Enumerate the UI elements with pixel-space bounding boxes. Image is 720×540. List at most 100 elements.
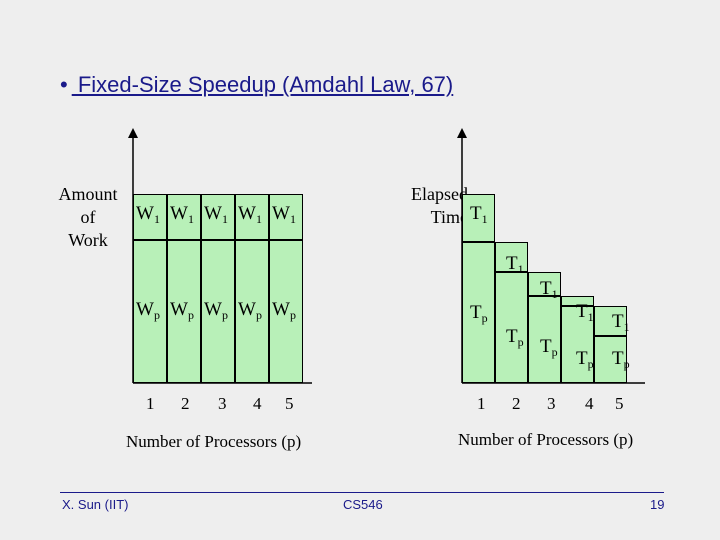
left-bar-bottom-label-subscript: p <box>255 308 262 322</box>
right-bar-top-label-letter: T <box>612 311 624 332</box>
right-y-axis-arrow-icon <box>457 128 467 138</box>
left-bar-bottom-segment <box>167 240 201 383</box>
footer-divider <box>60 492 664 493</box>
right-ylabel: Elapsed Time <box>380 183 468 229</box>
left-bar-bottom-label: Wp <box>170 299 194 323</box>
right-bar-top-label-subscript: 1 <box>623 320 630 334</box>
left-tick-label: 4 <box>253 394 262 413</box>
left-bar-top-label: W1 <box>238 203 262 227</box>
left-bar-top-label-subscript: 1 <box>255 212 262 226</box>
slide-title: • Fixed-Size Speedup (Amdahl Law, 67) <box>60 72 453 98</box>
left-bar-top-label: W1 <box>170 203 194 227</box>
left-bar-top-label: W1 <box>204 203 228 227</box>
right-tick-label: 2 <box>512 394 521 413</box>
left-tick-label: 3 <box>218 394 227 413</box>
right-bar-top-segment <box>561 296 594 306</box>
left-bar-bottom-label: Wp <box>238 299 262 323</box>
right-tick-label: 1 <box>477 394 486 413</box>
left-y-axis-arrow-icon <box>128 128 138 138</box>
left-bar-top-label: W1 <box>272 203 296 227</box>
left-bar-bottom-segment <box>269 240 303 383</box>
right-bar-top-label: T1 <box>540 278 558 302</box>
left-bar-top-segment <box>269 194 303 240</box>
right-tick-label: 4 <box>585 394 594 413</box>
left-bar-bottom-label-subscript: p <box>153 308 160 322</box>
left-bar-top-label-subscript: 1 <box>153 212 160 226</box>
footer-author: X. Sun (IIT) <box>62 497 129 512</box>
right-bar-bottom-label: Tp <box>576 348 594 372</box>
right-bar-bottom-segment <box>594 336 627 383</box>
left-bar-bottom-label-letter: W <box>204 299 222 320</box>
left-bar-bottom-label-letter: W <box>238 299 256 320</box>
right-bar-bottom-label: Tp <box>506 326 524 350</box>
right-bar-top-label-subscript: 1 <box>517 262 524 276</box>
right-bar-top-label-letter: T <box>540 278 552 299</box>
left-bar-bottom-label-subscript: p <box>221 308 228 322</box>
left-bar-top-label-subscript: 1 <box>221 212 228 226</box>
right-bar-bottom-label-subscript: p <box>481 311 488 325</box>
right-bar-bottom-label-letter: T <box>612 348 624 369</box>
right-bar-bottom-label-subscript: p <box>623 357 630 371</box>
right-bar-bottom-label-letter: T <box>576 348 588 369</box>
left-bar-top-label: W1 <box>136 203 160 227</box>
right-ylabel-line: Elapsed <box>411 184 468 204</box>
right-bar-top-label: T1 <box>506 253 524 277</box>
right-bar-top-label: T1 <box>612 311 630 335</box>
left-ylabel-line: Work <box>68 230 108 250</box>
left-ylabel-line: Amount <box>58 184 118 204</box>
right-bar-top-label-letter: T <box>576 301 588 322</box>
left-ylabel-line: of <box>80 207 96 227</box>
right-bar-top-label-subscript: 1 <box>481 212 488 226</box>
left-bar-top-label-subscript: 1 <box>289 212 296 226</box>
left-bar-bottom-label: Wp <box>136 299 160 323</box>
right-bar-bottom-label: Tp <box>612 348 630 372</box>
left-bar-top-segment <box>133 194 167 240</box>
right-bar-bottom-label-subscript: p <box>517 335 524 349</box>
left-tick-label: 2 <box>181 394 190 413</box>
left-bar-bottom-label-subscript: p <box>187 308 194 322</box>
left-bar-top-segment <box>201 194 235 240</box>
right-bar-top-segment <box>495 242 528 272</box>
right-bar-bottom-label-letter: T <box>470 302 482 323</box>
left-tick-label: 5 <box>285 394 294 413</box>
footer-course: CS546 <box>343 497 383 512</box>
left-bar-top-label-letter: W <box>238 203 256 224</box>
left-bar-top-label-letter: W <box>204 203 222 224</box>
right-ylabel-line: Time <box>430 207 468 227</box>
right-bar-top-label: T1 <box>470 203 488 227</box>
right-bar-top-label-letter: T <box>506 253 518 274</box>
left-ylabel: Amount of Work <box>52 183 124 252</box>
right-bar-top-segment <box>528 272 561 296</box>
left-bar-top-label-letter: W <box>136 203 154 224</box>
left-bar-bottom-segment <box>235 240 269 383</box>
left-bar-bottom-segment <box>201 240 235 383</box>
left-bar-bottom-label: Wp <box>204 299 228 323</box>
right-bar-top-label-subscript: 1 <box>587 310 594 324</box>
right-bar-bottom-label-subscript: p <box>551 345 558 359</box>
slide-title-text: Fixed-Size Speedup (Amdahl Law, 67) <box>71 72 454 97</box>
left-bar-top-label-subscript: 1 <box>187 212 194 226</box>
left-bar-bottom-label-letter: W <box>272 299 290 320</box>
left-bar-top-segment <box>167 194 201 240</box>
right-bar-bottom-segment <box>561 306 594 383</box>
right-bar-top-label: T1 <box>576 301 594 325</box>
right-bar-bottom-label: Tp <box>470 302 488 326</box>
left-bar-bottom-label-subscript: p <box>289 308 296 322</box>
left-bar-top-segment <box>235 194 269 240</box>
right-bar-top-label-subscript: 1 <box>551 287 558 301</box>
right-bar-bottom-segment <box>495 272 528 383</box>
left-tick-label: 1 <box>146 394 155 413</box>
right-bar-bottom-label-letter: T <box>540 336 552 357</box>
left-bar-bottom-label-letter: W <box>136 299 154 320</box>
left-bar-top-label-letter: W <box>272 203 290 224</box>
left-bar-top-label-letter: W <box>170 203 188 224</box>
right-bar-top-label-letter: T <box>470 203 482 224</box>
footer-page-number: 19 <box>650 497 665 512</box>
right-tick-label: 3 <box>547 394 556 413</box>
right-bar-bottom-label-subscript: p <box>587 357 594 371</box>
right-tick-label: 5 <box>615 394 624 413</box>
left-bar-bottom-label-letter: W <box>170 299 188 320</box>
right-bar-bottom-label: Tp <box>540 336 558 360</box>
right-bar-top-segment <box>594 306 627 336</box>
